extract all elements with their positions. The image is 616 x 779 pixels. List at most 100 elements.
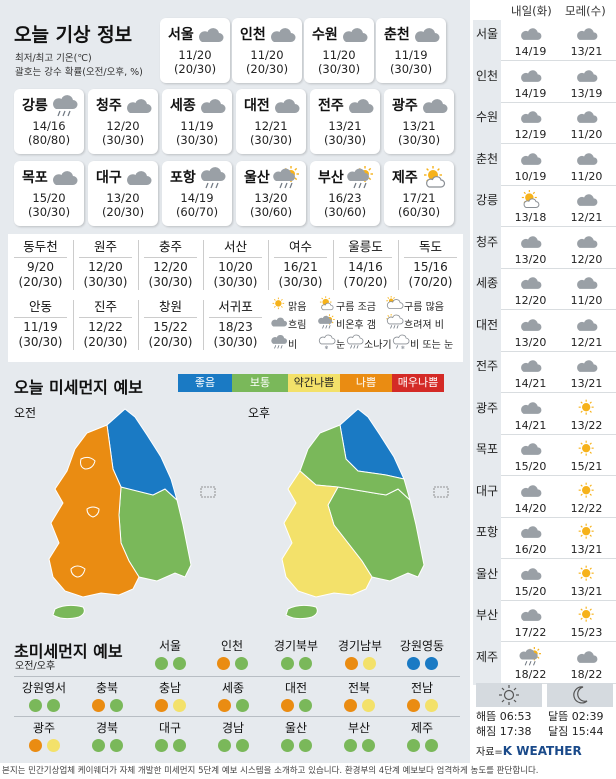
cloud-icon xyxy=(519,315,543,335)
forecast-row: 청주 13/20 12/20 xyxy=(473,227,616,270)
forecast-city-cell: 대전 xyxy=(473,310,501,353)
rain-after-cloudy-icon xyxy=(386,313,404,330)
forecast-day2-temp: 12/22 xyxy=(570,501,603,515)
pm25-pm-dot xyxy=(109,739,123,752)
small-city-rain: (30/30) xyxy=(213,275,258,289)
forecast-day1-temp: 10/19 xyxy=(514,169,547,183)
card-rain: (20/30) xyxy=(101,205,145,219)
card-rain: (30/30) xyxy=(323,133,367,147)
snow-icon: ✻ xyxy=(318,334,336,351)
card-rain: (30/30) xyxy=(101,133,145,147)
pm25-pm-dot xyxy=(361,699,375,712)
forecast-city: 울산 xyxy=(475,566,499,581)
small-city: 안동 11/19 (30/30) xyxy=(8,298,73,350)
forecast-city: 춘천 xyxy=(475,151,499,166)
dust-scale-item: 보통 xyxy=(232,374,288,392)
forecast-city-cell: 전주 xyxy=(473,352,501,394)
column-divider xyxy=(73,240,74,290)
small-city-rain: (30/30) xyxy=(278,275,323,289)
forecast-day2: 12/22 xyxy=(559,477,614,519)
pm25-dots xyxy=(79,699,135,713)
forecast-city: 대구 xyxy=(475,483,499,498)
rain-legend: 괄호는 강수 확률(오전/오후, %) xyxy=(15,67,143,78)
pm25-region: 충북 xyxy=(79,680,135,713)
small-city-rain: (70/20) xyxy=(408,275,453,289)
dust-scale-item: 좋음 xyxy=(178,374,232,392)
forecast-day1: 14/21 xyxy=(503,352,558,394)
map-am-jeju xyxy=(52,604,85,620)
small-city-rain: (20/30) xyxy=(18,275,63,289)
cloud-icon xyxy=(575,66,599,86)
pm25-dots xyxy=(142,739,198,753)
pm25-pm-dot xyxy=(46,739,60,752)
forecast-day2-temp: 13/21 xyxy=(570,377,603,390)
cloud-icon xyxy=(519,107,543,127)
card-city: 인천 xyxy=(240,27,266,43)
forecast-row: 목포 15/20 15/21 xyxy=(473,435,616,477)
card-rain: (30/30) xyxy=(317,62,361,76)
forecast-day1: 12/19 xyxy=(503,103,558,145)
column-divider xyxy=(333,240,334,290)
pm25-pm-dot xyxy=(424,699,438,712)
city-card: 대전 12/21 (30/30) xyxy=(236,89,306,154)
forecast-city: 부산 xyxy=(475,608,499,622)
small-city-name: 창원 xyxy=(158,299,182,314)
small-city-rain: (30/30) xyxy=(148,275,193,289)
cloud-icon xyxy=(575,24,599,44)
source-brand: K WEATHER xyxy=(502,744,582,758)
cloud-icon xyxy=(519,149,543,169)
cloud-icon xyxy=(575,356,599,376)
forecast-city: 세종 xyxy=(475,276,499,290)
moonrise-text: 달뜸 02:39 xyxy=(548,710,604,723)
forecast-day1-temp: 15/20 xyxy=(514,584,547,598)
card-rain: (30/30) xyxy=(27,205,71,219)
cloud-icon xyxy=(575,149,599,169)
card-temp: 14/16 xyxy=(32,119,66,133)
forecast-day2: 11/20 xyxy=(559,145,614,187)
city-card: 제주 17/21 (60/30) xyxy=(384,161,454,226)
card-temp: 13/20 xyxy=(106,191,140,205)
cloud-icon xyxy=(421,94,449,118)
weather-title: 오늘 기상 정보 xyxy=(14,24,133,46)
small-city-name: 서귀포 xyxy=(218,299,253,314)
forecast-day1: 14/19 xyxy=(503,62,558,104)
card-temp: 13/21 xyxy=(402,119,436,133)
map-am-west xyxy=(48,424,140,598)
moon-box xyxy=(547,683,613,707)
forecast-row: 제주 18/22 18/22 xyxy=(473,642,616,685)
card-city: 포항 xyxy=(170,170,196,186)
small-city-rain: (30/30) xyxy=(83,275,128,289)
small-city-name: 동두천 xyxy=(23,239,58,254)
rain-after-clear-icon xyxy=(347,166,375,190)
small-city-name: 울릉도 xyxy=(348,239,383,254)
forecast-day2-temp: 15/21 xyxy=(570,460,603,473)
card-city: 목포 xyxy=(22,170,48,186)
small-city: 충주 12/20 (30/30) xyxy=(138,238,203,290)
cloud-icon xyxy=(125,94,153,118)
pm25-region-name: 제주 xyxy=(410,721,434,735)
forecast-city: 포항 xyxy=(475,525,499,539)
small-city: 독도 15/16 (70/20) xyxy=(398,238,463,290)
forecast-row: 광주 14/21 13/22 xyxy=(473,393,616,436)
pm25-row-separator xyxy=(14,676,460,677)
pm25-region-name: 경기남부 xyxy=(337,639,383,653)
city-card: 대구 13/20 (20/30) xyxy=(88,161,158,226)
card-city: 수원 xyxy=(312,27,338,43)
pm25-region: 제주 xyxy=(394,720,450,753)
card-rain: (30/30) xyxy=(175,133,219,147)
map-pm-west xyxy=(281,470,373,598)
card-city: 제주 xyxy=(392,170,418,186)
forecast-city: 목포 xyxy=(475,442,499,456)
moon-icon xyxy=(573,686,588,704)
small-city-temp: 12/20 xyxy=(88,260,123,274)
pm25-pm-dot xyxy=(424,739,438,752)
forecast-row: 전주 14/21 13/21 xyxy=(473,352,616,394)
weather-legend-label: 소나기 xyxy=(364,340,392,351)
pm25-dots xyxy=(16,699,72,713)
pm25-region: 대전 xyxy=(268,680,324,713)
pm25-region-name: 인천 xyxy=(220,639,244,653)
pm25-am-dot xyxy=(280,699,294,712)
pm25-region-name: 세종 xyxy=(221,681,245,695)
forecast-day1-temp: 12/20 xyxy=(514,294,547,307)
forecast-row: 대구 14/20 12/22 xyxy=(473,476,616,519)
